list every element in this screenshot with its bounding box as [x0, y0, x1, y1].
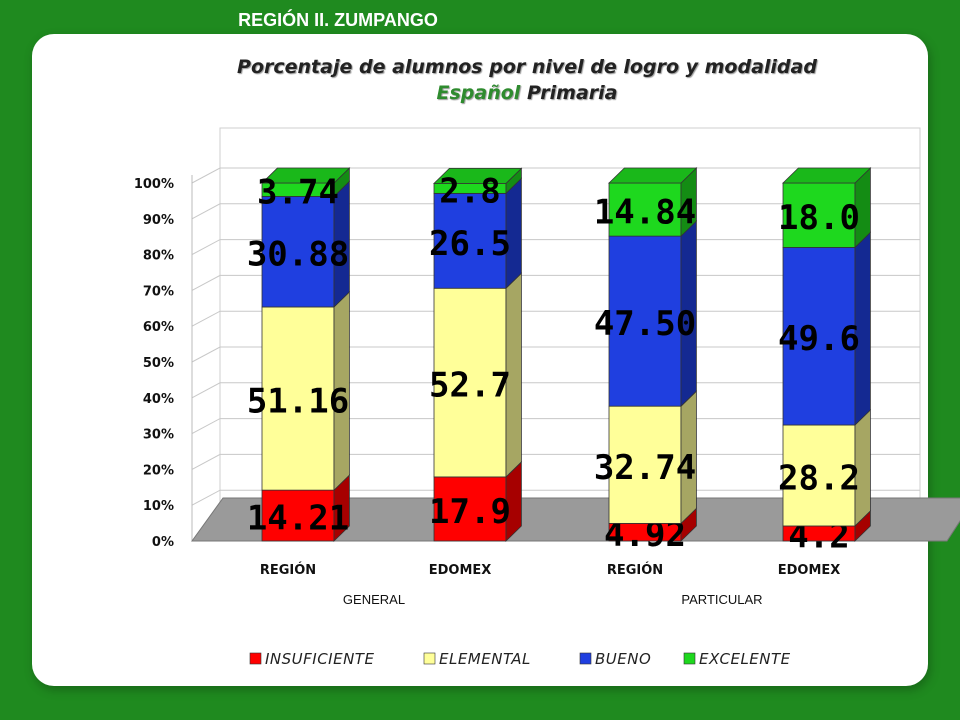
- bar-segment: [608, 182, 682, 237]
- group-label: GENERAL: [343, 592, 405, 607]
- bar-top: [782, 167, 872, 184]
- y-tick-label: 40%: [143, 392, 174, 407]
- data-label: 3.74: [257, 173, 339, 213]
- data-label: 30.88: [247, 235, 349, 275]
- y-tick-label: 60%: [143, 320, 174, 335]
- x-tick-label: EDOMEX: [429, 563, 492, 578]
- data-label: 17.9: [429, 492, 511, 532]
- data-label: 51.16: [247, 382, 349, 422]
- floor: [191, 497, 960, 542]
- bar-segment: [433, 287, 507, 478]
- data-label: 14.84: [594, 193, 696, 233]
- y-tick-label: 20%: [143, 463, 174, 478]
- legend-label: BUENO: [595, 650, 651, 668]
- legend-label: EXCELENTE: [699, 650, 791, 668]
- legend-label: ELEMENTAL: [439, 650, 531, 668]
- legend-swatch: [423, 652, 436, 665]
- region-header: REGIÓN II. ZUMPANGO: [196, 4, 480, 36]
- bar-segment: [261, 196, 335, 308]
- bar-segment: [261, 306, 335, 491]
- y-tick-label: 0%: [152, 535, 174, 550]
- y-tick-label: 30%: [143, 428, 174, 443]
- bar-segment: [782, 247, 856, 426]
- y-tick-label: 10%: [143, 499, 174, 514]
- y-tick-label: 90%: [143, 213, 174, 228]
- data-label: 14.21: [247, 499, 349, 539]
- bar-segment: [782, 182, 856, 248]
- bar-top: [261, 167, 351, 184]
- legend-swatch: [249, 652, 262, 665]
- x-tick-label: EDOMEX: [778, 563, 841, 578]
- data-label: 32.74: [594, 448, 696, 488]
- data-label: 49.6: [778, 319, 860, 359]
- data-label: 28.2: [778, 458, 860, 498]
- bar-top: [433, 167, 523, 184]
- level-label: Primaria: [526, 82, 618, 104]
- bar-segment: [608, 235, 682, 407]
- legend-label: INSUFICIENTE: [265, 650, 374, 668]
- y-tick-label: 80%: [143, 249, 174, 264]
- data-label: 52.7: [429, 366, 511, 406]
- legend-swatch: [683, 652, 696, 665]
- chart-subtitle: Español Primaria: [0, 82, 960, 104]
- bar-segment: [433, 476, 507, 542]
- data-label: 47.50: [594, 304, 696, 344]
- x-tick-label: REGIÓN: [607, 562, 663, 578]
- data-label: 2.8: [439, 171, 500, 211]
- bar-top: [608, 167, 698, 184]
- bar-segment: [608, 405, 682, 524]
- group-label: PARTICULAR: [681, 592, 762, 607]
- chart-title: Porcentaje de alumnos por nivel de logro…: [237, 56, 817, 78]
- y-tick-label: 100%: [134, 177, 174, 192]
- bar-segment: [433, 192, 507, 289]
- y-tick-label: 50%: [143, 356, 174, 371]
- bar-segment: [782, 424, 856, 527]
- subject-label: Español: [436, 82, 521, 104]
- y-tick-label: 70%: [143, 284, 174, 299]
- data-label: 26.5: [429, 224, 511, 264]
- x-tick-label: REGIÓN: [260, 562, 316, 578]
- data-label: 18.0: [778, 198, 860, 238]
- legend-swatch: [579, 652, 592, 665]
